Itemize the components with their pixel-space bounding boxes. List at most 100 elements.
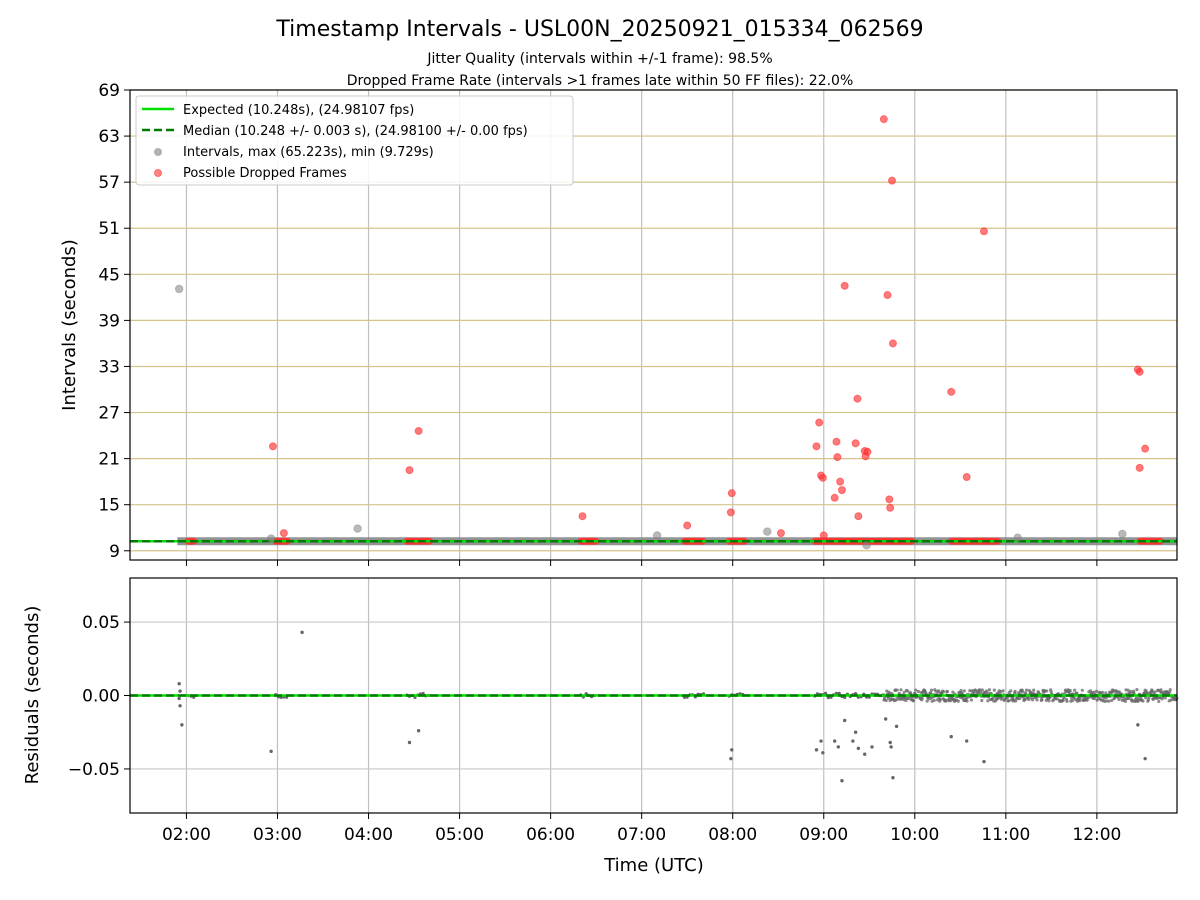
residual-band-point xyxy=(969,698,974,702)
interval-point xyxy=(652,531,662,540)
bottom-plot-frame xyxy=(129,577,1178,814)
dropped-frame-point xyxy=(962,473,971,482)
residual-band-point xyxy=(1031,698,1035,702)
dropped-frame-point xyxy=(776,529,785,538)
dropped-frame-point xyxy=(819,531,828,540)
top-y-tick-label: 15 xyxy=(98,496,120,516)
dropped-frame-point xyxy=(863,447,872,456)
dropped-frame-point xyxy=(833,453,842,462)
residual-point xyxy=(177,682,181,686)
residual-band-point xyxy=(985,691,989,695)
legend-dropped-label: Possible Dropped Frames xyxy=(183,166,347,181)
dropped-frame-point xyxy=(879,115,888,124)
residual-band-point xyxy=(992,688,996,692)
x-tick-label: 02:00 xyxy=(162,825,211,845)
legend-median-label: Median (10.248 +/- 0.003 s), (24.98100 +… xyxy=(183,124,528,139)
residual-band-point xyxy=(1168,690,1172,694)
x-tick-label: 07:00 xyxy=(617,825,666,845)
residual-band-point xyxy=(1070,699,1075,703)
residual-band-point xyxy=(905,689,910,693)
chart-title: Timestamp Intervals - USL00N_20250921_01… xyxy=(275,17,923,42)
dropped-frame-point xyxy=(414,426,423,435)
residual-band-point xyxy=(1017,697,1022,701)
residual-band-point xyxy=(1045,689,1049,693)
residual-band-point xyxy=(1085,698,1089,702)
residual-band-point xyxy=(1073,688,1077,692)
residual-band-point xyxy=(1094,689,1099,693)
dropped-frame-point xyxy=(886,503,895,512)
dropped-frame-point xyxy=(851,439,860,448)
dropped-frame-point xyxy=(888,339,897,348)
residual-band-point xyxy=(1157,699,1161,703)
bottom-y-tick-label: 0.00 xyxy=(82,687,120,707)
residual-band-point xyxy=(899,688,903,692)
residual-point xyxy=(891,776,895,780)
dropped-frame-point xyxy=(1135,463,1144,472)
residual-band-point xyxy=(1153,690,1157,694)
residual-band-point xyxy=(959,688,963,693)
residual-cluster-point xyxy=(834,691,839,695)
residual-point xyxy=(1143,756,1147,761)
interval-point xyxy=(862,540,871,550)
residual-point xyxy=(863,752,867,756)
residual-point xyxy=(178,689,182,693)
residual-band-point xyxy=(895,688,899,692)
residual-point xyxy=(836,745,841,749)
residual-band-point xyxy=(1150,689,1154,693)
residual-band-point xyxy=(1100,690,1105,695)
top-y-tick-label: 45 xyxy=(98,265,120,285)
residuals-plot: −0.05 0.00 0.05 02:00 03:00 04:00 05:00 06:00 07… xyxy=(68,577,1179,845)
residual-band-point xyxy=(1013,689,1017,693)
residual-point xyxy=(407,740,412,745)
dropped-frame-point xyxy=(578,512,587,521)
x-tick-label: 05:00 xyxy=(435,825,484,845)
residual-band-point xyxy=(902,690,906,694)
residual-point xyxy=(964,739,969,743)
residual-band-point xyxy=(1117,697,1121,701)
dropped-frame-point xyxy=(979,227,988,236)
residual-band-point xyxy=(1068,689,1072,693)
residual-point xyxy=(178,704,182,708)
top-y-tick-label: 63 xyxy=(98,127,120,147)
residual-point xyxy=(300,630,304,635)
residual-point xyxy=(853,730,858,734)
residual-cluster-point xyxy=(837,691,841,695)
dropped-frame-point xyxy=(837,486,846,495)
residual-band-point xyxy=(1024,688,1029,692)
residual-band-point xyxy=(937,689,941,693)
dropped-frame-point xyxy=(1141,444,1150,453)
residual-band-point xyxy=(1123,699,1128,703)
residual-band-point xyxy=(1104,691,1108,695)
legend-intervals-label: Intervals, max (65.223s), min (9.729s) xyxy=(183,145,434,160)
legend-expected-label: Expected (10.248s), (24.98107 fps) xyxy=(183,103,414,118)
bottom-y-tick-label: −0.05 xyxy=(68,760,120,780)
x-tick-label: 08:00 xyxy=(708,825,757,845)
dropped-frame-point xyxy=(885,495,894,504)
residual-band-point xyxy=(884,698,888,703)
residual-point xyxy=(180,723,184,727)
dropped-frame-point xyxy=(840,281,849,290)
dropped-frame-point xyxy=(405,466,414,475)
residual-band-point xyxy=(986,699,990,703)
residual-point xyxy=(870,745,874,749)
x-tick-label: 06:00 xyxy=(526,825,575,845)
residual-band-point xyxy=(1163,696,1167,700)
dropped-frame-point xyxy=(815,418,824,427)
residual-band-point xyxy=(956,699,960,703)
residual-band-point xyxy=(962,689,966,693)
interval-point xyxy=(174,284,184,294)
residual-point xyxy=(814,748,819,752)
dropped-frame-point xyxy=(279,529,288,538)
legend-intervals-marker xyxy=(154,148,162,156)
x-tick-label: 03:00 xyxy=(253,825,302,845)
residual-band-point xyxy=(1168,688,1172,692)
residual-band-point xyxy=(1132,689,1136,693)
residual-band-point xyxy=(1061,698,1065,702)
top-y-tick-label: 9 xyxy=(109,542,120,562)
interval-point xyxy=(1118,529,1127,539)
dropped-frame-point xyxy=(883,291,892,300)
residual-band-point xyxy=(972,691,976,696)
dropped-frame-point xyxy=(854,512,863,521)
residual-band-point xyxy=(991,696,995,700)
residual-band-point xyxy=(1141,699,1145,703)
